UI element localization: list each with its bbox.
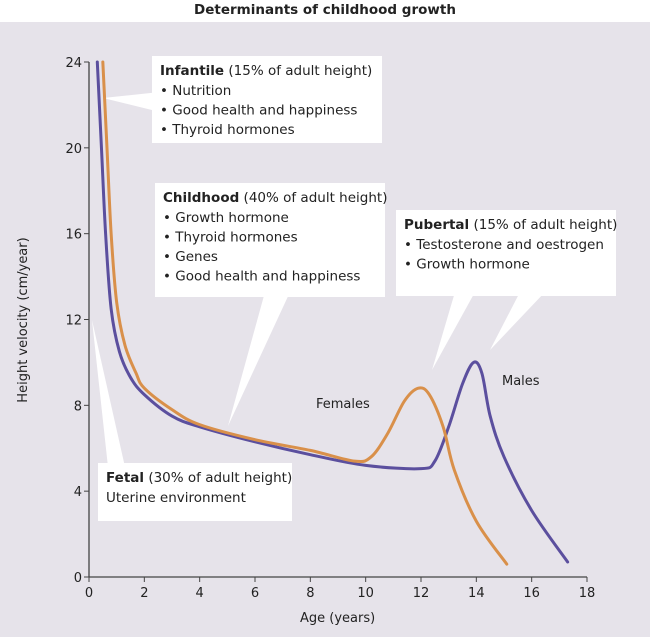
fetal-callout-box <box>98 463 292 521</box>
pubertal-callout-stage: Pubertal <box>404 217 469 233</box>
fetal-callout: Fetal (30% of adult height) Uterine envir… <box>98 463 292 521</box>
y-axis-label: Height velocity (cm/year) <box>16 237 31 402</box>
childhood-callout-heading: Childhood (40% of adult height) <box>163 190 387 206</box>
callout-pointer <box>103 92 160 112</box>
infantile-callout-item: • Good health and happiness <box>160 103 357 119</box>
childhood-callout-item: • Good health and happiness <box>163 269 360 285</box>
infantile-callout-heading: Infantile (15% of adult height) <box>160 63 372 79</box>
childhood-callout-item: • Thyroid hormones <box>163 230 298 246</box>
x-tick-label: 2 <box>140 586 148 601</box>
y-tick-label: 4 <box>74 485 82 500</box>
infantile-callout-item: • Thyroid hormones <box>160 122 295 138</box>
pubertal-callout-share: (15% of adult height) <box>469 217 617 233</box>
x-axis-label: Age (years) <box>300 611 375 626</box>
x-tick-label: 12 <box>413 586 430 601</box>
x-tick-label: 6 <box>251 586 259 601</box>
x-tick-label: 4 <box>196 586 204 601</box>
callout-pointer <box>490 292 545 350</box>
x-tick-label: 10 <box>357 586 374 601</box>
y-tick-label: 12 <box>65 314 82 329</box>
x-tick-label: 16 <box>523 586 540 601</box>
fetal-callout-stage: Fetal <box>106 470 144 486</box>
pubertal-callout-item: • Testosterone and oestrogen <box>404 237 604 253</box>
childhood-callout-item: • Growth hormone <box>163 210 289 226</box>
y-tick-label: 16 <box>65 228 82 243</box>
pubertal-callout-item: • Growth hormone <box>404 257 530 273</box>
growth-chart: Infantile (15% of adult height) • Nutriti… <box>0 22 650 637</box>
pubertal-callout-box <box>396 210 616 296</box>
fetal-callout-heading: Fetal (30% of adult height) <box>106 470 292 486</box>
infantile-callout: Infantile (15% of adult height) • Nutriti… <box>152 56 382 143</box>
y-tick-label: 24 <box>65 56 82 71</box>
pubertal-callout-heading: Pubertal (15% of adult height) <box>404 217 617 233</box>
x-tick-label: 0 <box>85 586 93 601</box>
chart-title: Determinants of childhood growth <box>194 2 456 18</box>
infantile-callout-item: • Nutrition <box>160 83 231 99</box>
pubertal-callout: Pubertal (15% of adult height) • Testoste… <box>396 210 617 296</box>
fetal-callout-item: Uterine environment <box>106 490 246 506</box>
x-tick-label: 18 <box>579 586 596 601</box>
childhood-callout-stage: Childhood <box>163 190 239 206</box>
y-tick-label: 20 <box>65 142 82 157</box>
fetal-callout-share: (30% of adult height) <box>144 470 292 486</box>
childhood-callout: Childhood (40% of adult height) • Growth … <box>155 183 387 297</box>
infantile-callout-box <box>152 56 382 143</box>
x-tick-label: 14 <box>468 586 485 601</box>
series-line-males <box>95 60 570 564</box>
callout-pointer <box>432 292 475 370</box>
males-label: Males <box>502 374 540 389</box>
y-tick-label: 8 <box>74 399 82 414</box>
females-label: Females <box>316 397 370 412</box>
series-line-females <box>101 60 509 566</box>
infantile-callout-stage: Infantile <box>160 63 224 79</box>
childhood-callout-item: • Genes <box>163 249 218 265</box>
childhood-callout-box <box>155 183 385 297</box>
y-tick-label: 0 <box>74 571 82 586</box>
x-tick-label: 8 <box>306 586 314 601</box>
callout-pointer <box>92 320 125 467</box>
infantile-callout-share: (15% of adult height) <box>224 63 372 79</box>
callout-pointer <box>228 292 290 426</box>
childhood-callout-share: (40% of adult height) <box>239 190 387 206</box>
